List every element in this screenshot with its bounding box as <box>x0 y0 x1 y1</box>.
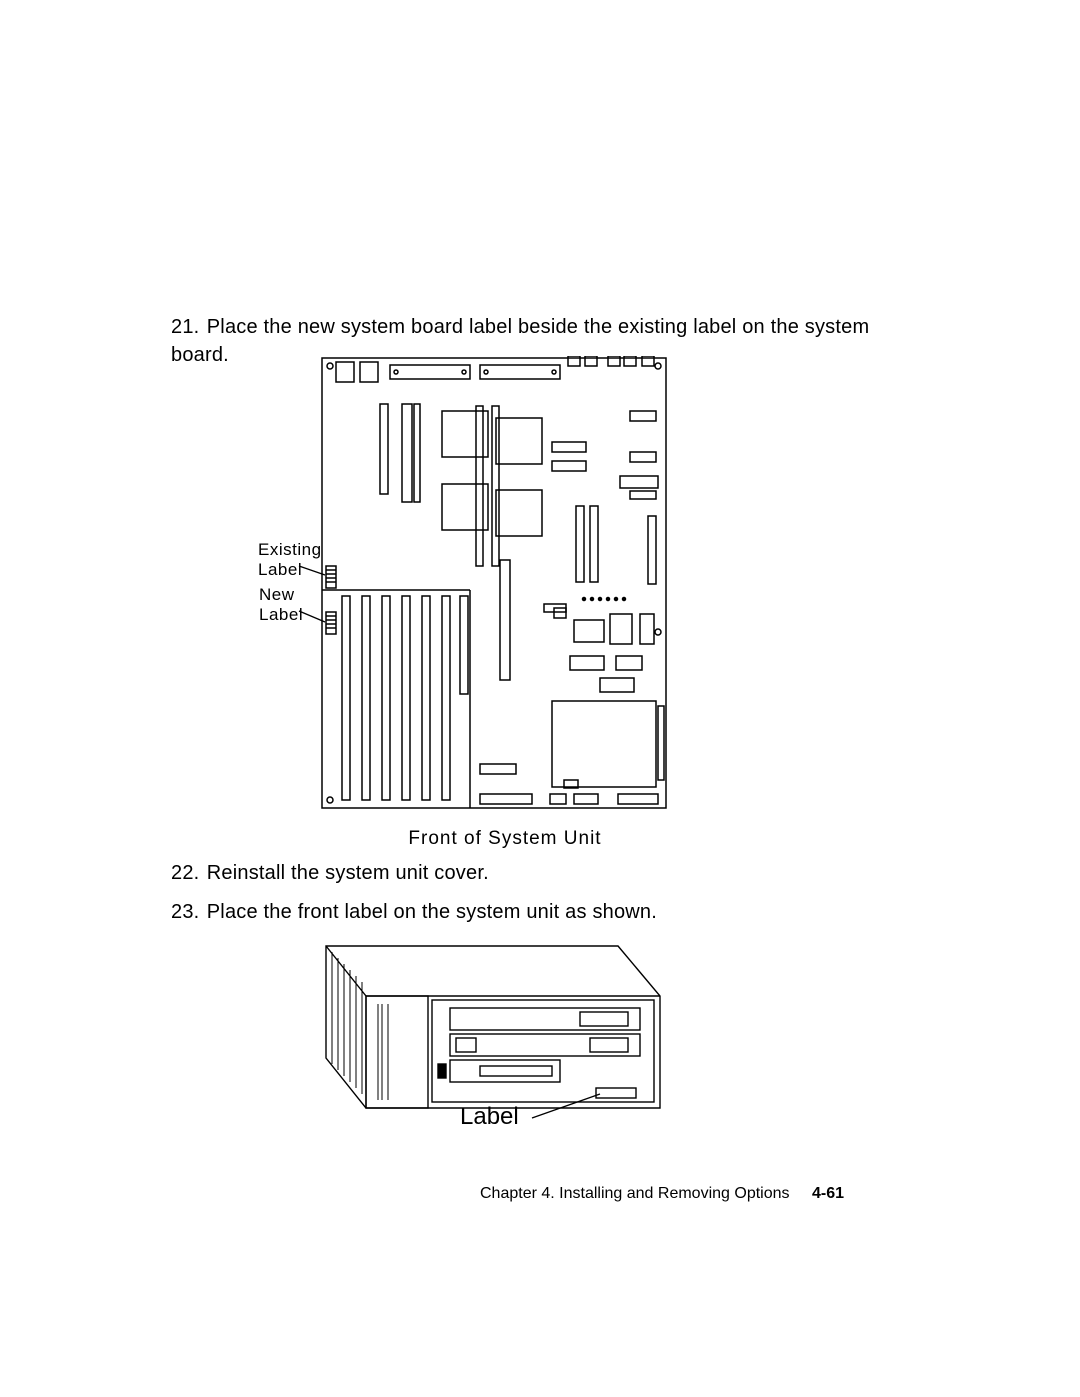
callout-existing-line1: Existing <box>258 540 322 560</box>
footer-chapter: Chapter 4. Installing and Removing Optio… <box>480 1185 790 1202</box>
callout-existing-line2: Label <box>258 560 322 580</box>
step-23-text: Place the front label on the system unit… <box>207 901 657 923</box>
callout-new-line1: New <box>259 585 303 605</box>
step-22-num: 22. <box>171 859 201 887</box>
callout-lines <box>0 0 1080 900</box>
footer-page: 4-61 <box>812 1185 844 1202</box>
case-label-text: Label <box>460 1103 519 1131</box>
callout-existing-label: Existing Label <box>258 540 322 581</box>
step-22-text: Reinstall the system unit cover. <box>207 862 489 884</box>
step-23: 23. Place the front label on the system … <box>171 898 891 926</box>
caption-front: Front of System Unit <box>395 828 615 850</box>
step-23-num: 23. <box>171 898 201 926</box>
case-svg <box>280 938 662 1128</box>
callout-new-label: New Label <box>259 585 303 626</box>
page-footer: Chapter 4. Installing and Removing Optio… <box>480 1185 844 1203</box>
step-22: 22. Reinstall the system unit cover. <box>171 859 891 887</box>
callout-new-line2: Label <box>259 605 303 625</box>
